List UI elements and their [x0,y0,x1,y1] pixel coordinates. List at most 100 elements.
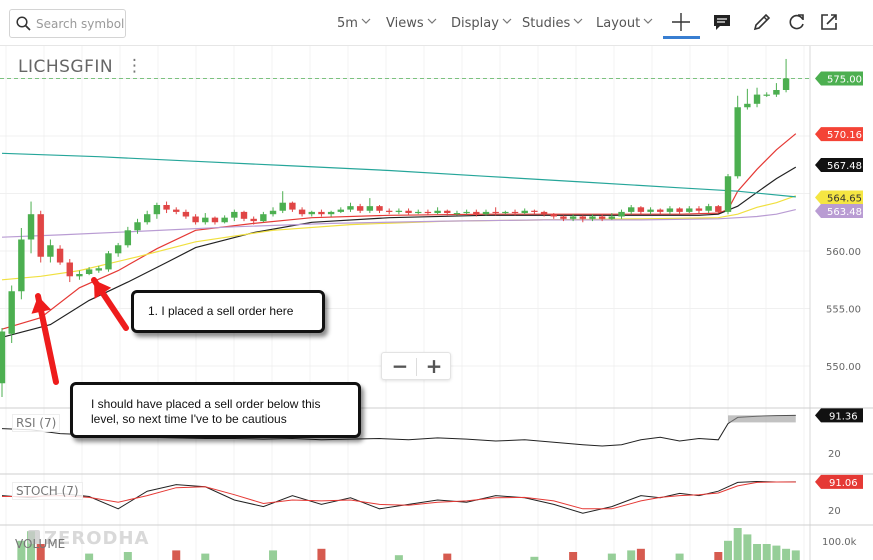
chevron-down-icon [502,18,512,24]
pencil-icon[interactable] [751,11,773,33]
candle-body [647,209,654,212]
candle-body [279,202,286,211]
menu-5m[interactable]: 5m [337,16,371,31]
zerodha-watermark: ZERODHA [44,528,150,549]
candle-body [569,216,577,219]
candle-body [376,206,383,211]
chevron-down-icon [427,18,437,24]
candle-body [424,211,432,214]
popout-icon[interactable] [818,11,840,33]
candle-body [386,210,393,212]
symbol-menu-icon[interactable]: ⋮ [126,56,143,76]
candle-body [763,94,770,96]
candle-body [395,210,403,212]
candle-body [540,211,548,215]
volume-bar [27,531,36,560]
candle-body [327,211,335,215]
price-tick-label: 550.00 [826,362,861,373]
candle-body [666,208,674,212]
menu-label: Studies [522,16,571,31]
zoom-in-button[interactable]: + [425,354,443,378]
candle-body [356,206,364,211]
volume-bar [530,556,539,560]
candle-body [628,207,635,212]
volume-bar [791,550,800,560]
price-tick-label: 560.00 [826,247,861,258]
candle-body [511,211,519,214]
candle-body [202,217,209,223]
candle-body [744,103,751,108]
menu-label: 5m [337,16,358,31]
value-tag: 575.00 [815,71,863,86]
candle-body [550,214,557,217]
red-arrow-1 [91,277,129,331]
volume-bar [607,553,616,560]
candle-body [85,269,93,274]
candle-body [608,216,616,219]
menu-label: Layout [596,16,641,31]
value-tag: 563.48 [815,203,863,218]
candle-body [347,206,354,210]
series-line-ema_red [1,133,797,330]
menu-views[interactable]: Views [386,16,437,31]
candle-body [337,209,344,212]
menu-label: Views [386,16,424,31]
volume-bar [443,553,452,560]
volume-bar [743,534,752,560]
refresh-icon[interactable] [786,11,808,33]
rsi-value-label: 91.36 [829,411,858,422]
volume-bar [714,552,723,560]
candle-body [318,211,325,215]
rsi-panel-label[interactable]: RSI (7) [12,414,61,432]
candle-body [676,208,683,212]
candle-body [298,209,306,215]
search-input[interactable]: Search symbol [36,17,125,31]
volume-bar [733,528,742,560]
rsi-tick-label: 20 [828,449,841,460]
volume-panel-label[interactable]: VOLUME [15,537,66,551]
candle-body [618,211,625,217]
volume-tick-label: 100.0k [822,537,857,548]
menu-display[interactable]: Display [451,16,512,31]
value-tag-label: 563.48 [827,207,862,218]
stoch-k-line [1,480,796,514]
candle-body [221,217,228,223]
candle-body [715,206,722,212]
candle-body [473,211,480,215]
arrow-head [31,296,52,314]
candle-body [705,206,712,211]
red-arrow-2 [31,293,59,385]
candle-body [531,210,538,212]
candle-body [308,211,315,215]
candle-body [173,209,180,212]
volume-bar [36,544,45,560]
stoch-panel-label[interactable]: STOCH (7) [12,482,83,500]
volume-bar [85,553,94,560]
stoch-value-tag [815,474,863,489]
menu-label: Display [451,16,499,31]
menu-layout[interactable]: Layout [596,16,653,31]
candle-body [66,262,73,277]
candle-body [240,211,248,219]
series-line-ema_yellow [1,195,797,281]
value-tag-bg [815,71,863,86]
candle-body [579,216,586,219]
active-tool-indicator [663,36,700,39]
candle-body [37,214,44,257]
volume-bar [123,552,132,560]
candle-body [47,245,54,257]
annotation-note-2-line2: level, so next time I've to be cautious [91,412,287,426]
value-tag-label: 567.48 [827,161,862,172]
menu-studies[interactable]: Studies [522,16,583,31]
crosshair-icon[interactable] [670,11,692,33]
candle-body [686,208,693,212]
zoom-out-button[interactable]: − [391,354,409,378]
candle-body [192,216,199,223]
comment-icon[interactable] [711,11,733,33]
candle-body [56,248,64,263]
volume-bar [762,544,771,560]
candle-body [114,245,122,254]
search-box[interactable]: Search symbol [9,9,126,38]
candle-body [695,208,703,211]
